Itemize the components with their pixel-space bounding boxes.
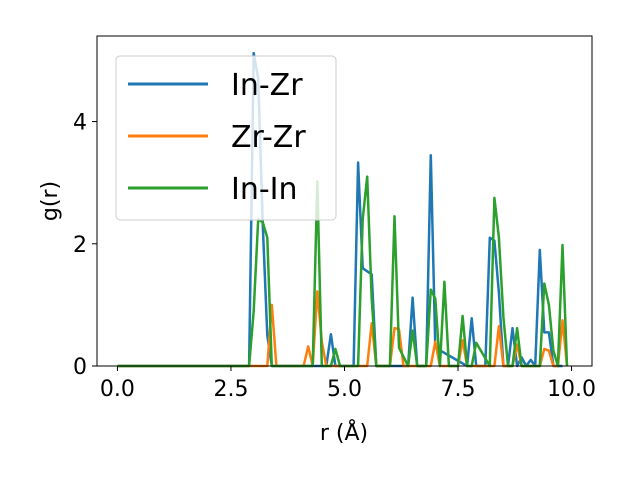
legend-label-zr-zr: Zr-Zr — [231, 120, 306, 155]
x-tick-label: 0.0 — [100, 377, 135, 402]
legend-box — [115, 55, 337, 221]
x-tick-label: 5.0 — [327, 377, 362, 402]
y-axis-label: g(r) — [38, 181, 63, 221]
x-axis-label: r (Å) — [320, 419, 368, 446]
legend-label-in-zr: In-Zr — [231, 68, 303, 103]
legend-label-in-in: In-In — [231, 172, 298, 207]
x-tick-label: 2.5 — [213, 377, 248, 402]
y-tick-label: 2 — [73, 233, 87, 258]
legend: In-Zr Zr-Zr In-In — [115, 55, 337, 221]
y-axis: 0 2 4 — [73, 111, 97, 380]
y-tick-label: 0 — [73, 355, 87, 380]
y-tick-label: 4 — [73, 111, 87, 136]
x-axis: 0.0 2.5 5.0 7.5 10.0 — [100, 366, 596, 402]
x-tick-label: 7.5 — [441, 377, 476, 402]
x-tick-label: 10.0 — [547, 377, 596, 402]
